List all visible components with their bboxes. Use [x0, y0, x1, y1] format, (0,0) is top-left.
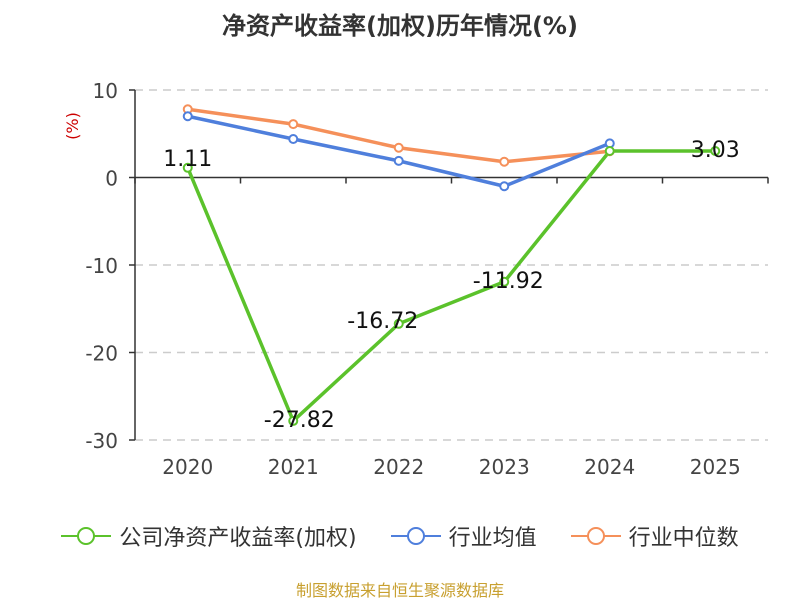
data-label: -11.92 — [473, 269, 544, 294]
data-point — [499, 276, 510, 287]
y-tick-label: 10 — [93, 79, 118, 103]
legend-item-company[interactable]: 公司净资产收益率(加权) — [61, 520, 357, 552]
data-label: 1.11 — [163, 147, 212, 172]
legend: 公司净资产收益率(加权) 行业均值 行业中位数 — [0, 520, 800, 552]
data-point — [182, 111, 193, 122]
legend-item-industry-median[interactable]: 行业中位数 — [570, 520, 739, 552]
x-tick-label: 2025 — [690, 455, 741, 479]
data-point — [499, 181, 510, 192]
data-point — [604, 145, 615, 156]
data-label: -16.72 — [347, 309, 418, 334]
y-tick-label: 0 — [105, 167, 118, 191]
data-label: -27.82 — [264, 408, 335, 433]
y-tick-label: -10 — [85, 254, 118, 278]
data-point — [393, 318, 404, 329]
chart-title: 净资产收益率(加权)历年情况(%) — [222, 12, 578, 40]
data-point — [499, 156, 510, 167]
data-point — [288, 119, 299, 130]
series-line — [187, 107, 610, 164]
x-tick-label: 2020 — [162, 455, 213, 479]
legend-label-industry-median: 行业中位数 — [628, 526, 739, 551]
y-tick-label: -30 — [85, 429, 118, 453]
legend-marker-industry-median — [570, 527, 621, 545]
data-point — [710, 145, 721, 156]
legend-label-industry-mean: 行业均值 — [448, 526, 537, 551]
data-point — [393, 155, 404, 166]
legend-label-company: 公司净资产收益率(加权) — [119, 526, 357, 551]
data-point — [182, 162, 193, 173]
x-tick-label: 2022 — [373, 455, 424, 479]
x-tick-label: 2021 — [268, 455, 319, 479]
data-label: 3.03 — [691, 138, 740, 163]
y-axis-unit-label: (%) — [63, 112, 82, 140]
series-line — [186, 149, 716, 423]
y-tick-label: -20 — [85, 342, 118, 366]
data-point — [288, 415, 299, 426]
x-tick-label: 2024 — [584, 455, 635, 479]
legend-marker-industry-mean — [390, 527, 441, 545]
data-point — [288, 134, 299, 144]
legend-marker-company — [61, 527, 112, 545]
x-tick-label: 2023 — [479, 455, 530, 479]
legend-item-industry-mean[interactable]: 行业均值 — [390, 520, 537, 552]
data-point — [393, 142, 404, 153]
data-source-note: 制图数据来自恒生聚源数据库 — [295, 581, 504, 600]
